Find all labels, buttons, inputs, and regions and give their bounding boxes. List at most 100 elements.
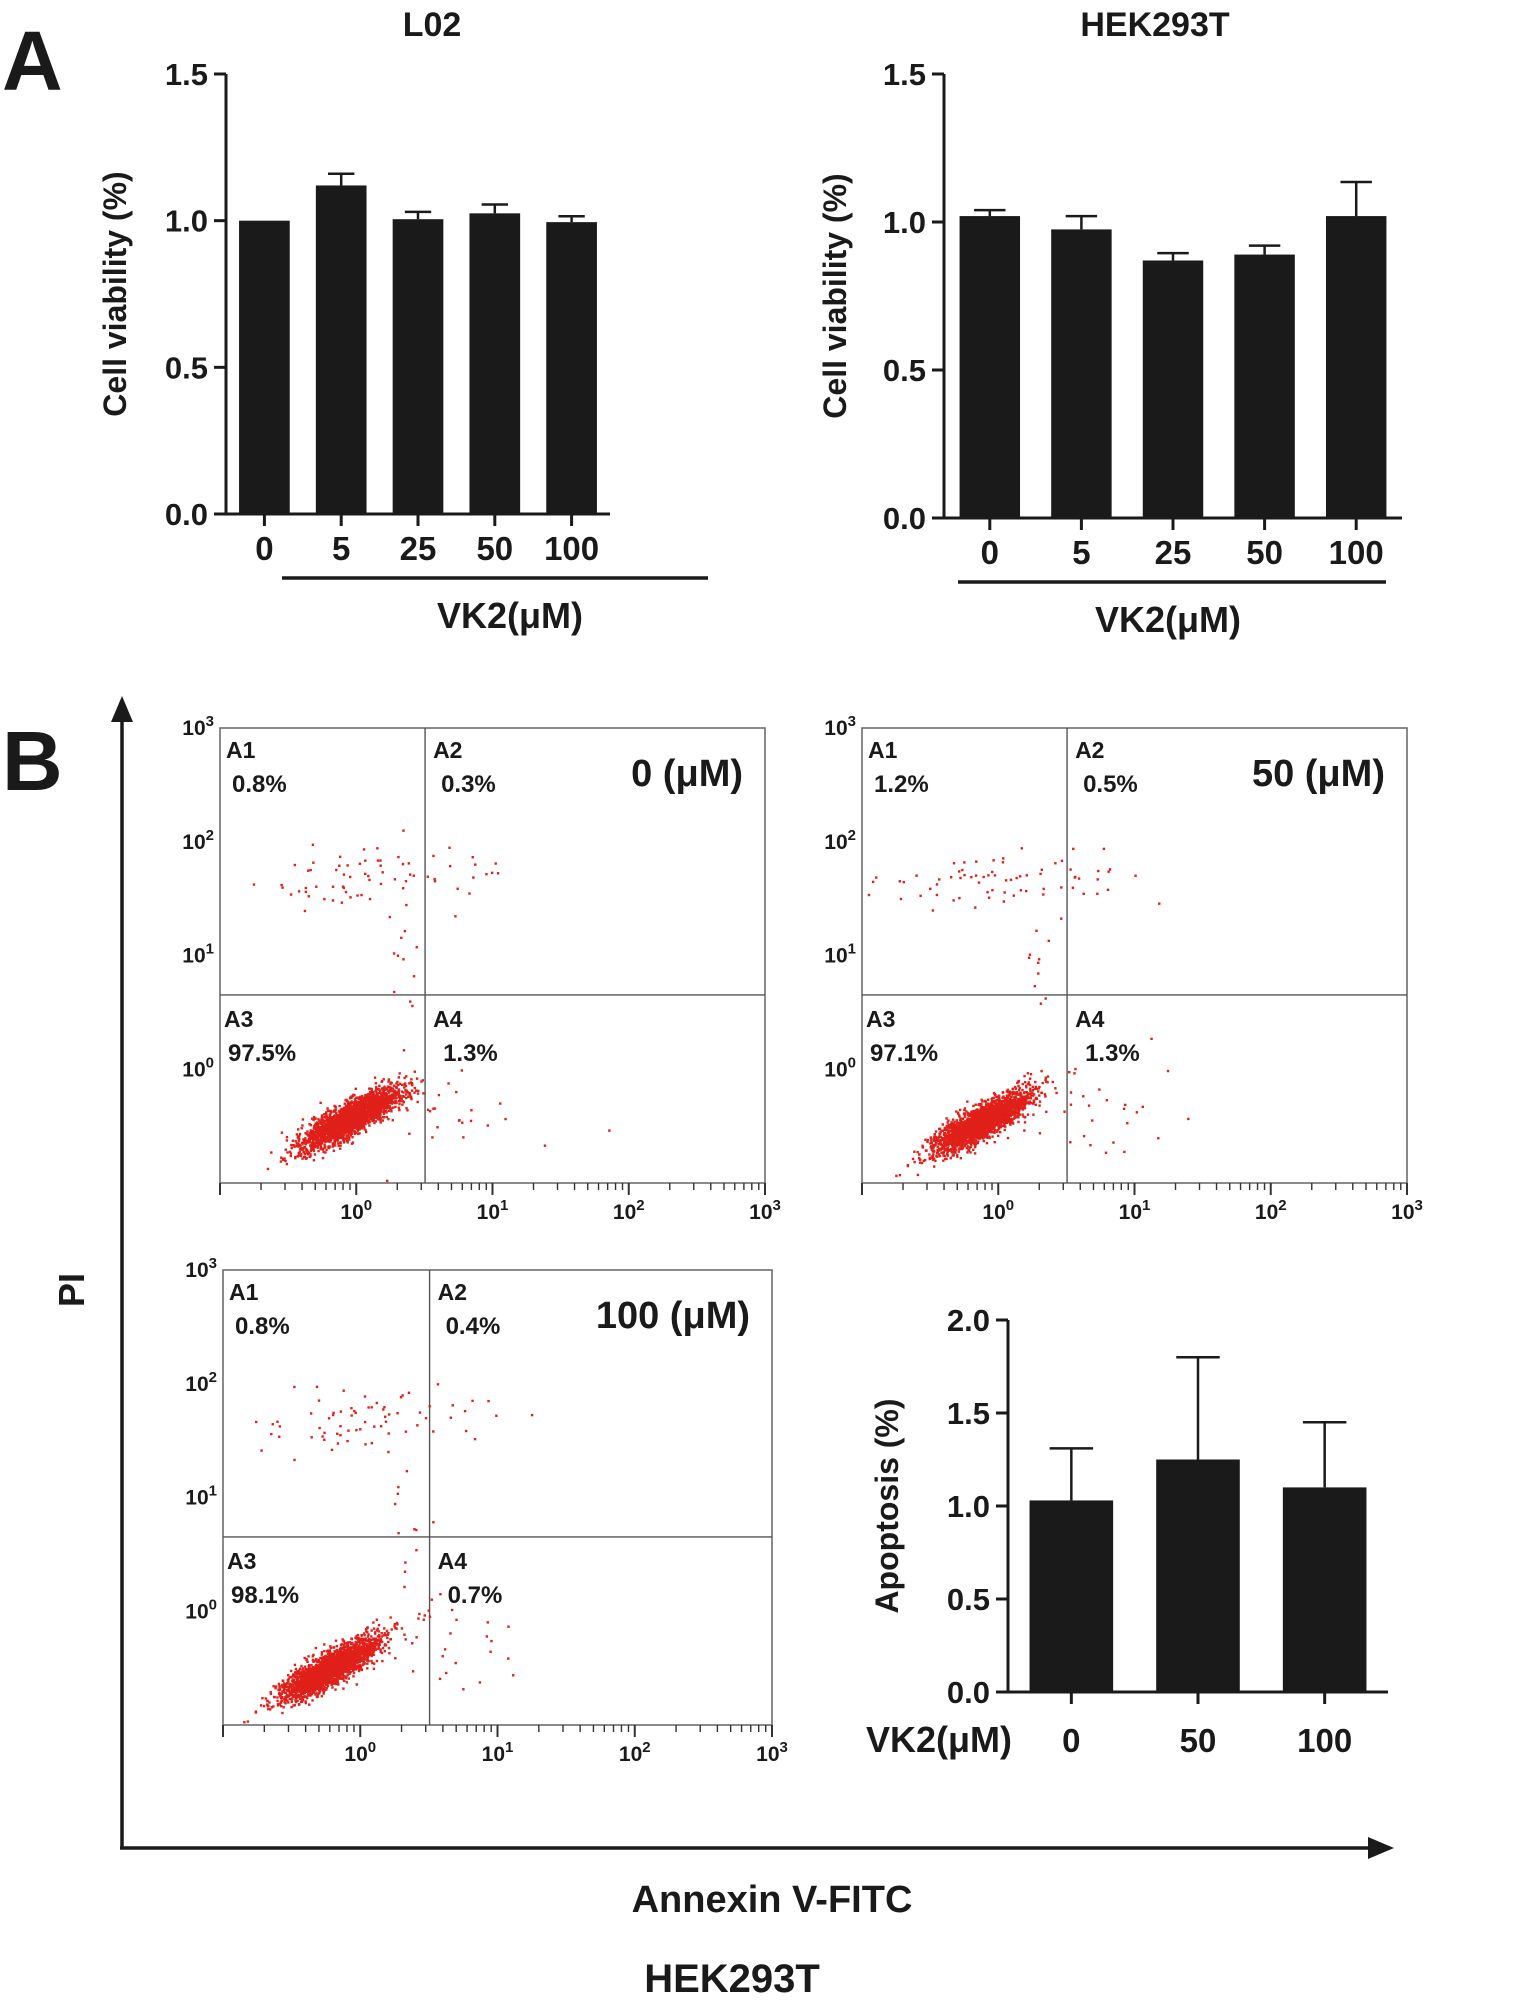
event-dot [387, 1091, 391, 1094]
event-dot [350, 1114, 354, 1117]
event-dot [400, 1090, 404, 1093]
event-dot [302, 1146, 305, 1149]
event-dot [396, 954, 400, 957]
event-dot [340, 1110, 343, 1113]
event-dot [369, 1097, 373, 1100]
event-dot [346, 864, 349, 867]
event-dot [1013, 1114, 1016, 1118]
event-dot [325, 1148, 328, 1151]
event-dot [951, 1143, 954, 1147]
event-dot [959, 1118, 962, 1122]
event-dot [339, 1113, 343, 1116]
event-dot [1018, 1100, 1021, 1104]
event-dot [939, 1140, 942, 1144]
event-dot [378, 1116, 382, 1119]
event-dot [379, 1121, 382, 1124]
event-dot [392, 990, 396, 994]
event-dot [436, 1126, 439, 1129]
event-dot [461, 1121, 464, 1124]
quadrant-percent: 0.8% [232, 771, 287, 798]
event-dot [300, 1141, 304, 1145]
event-dot [433, 880, 437, 883]
event-dot [324, 1122, 327, 1126]
event-dot [970, 1139, 974, 1142]
event-dot [1005, 1109, 1009, 1112]
event-dot [388, 1087, 392, 1091]
event-dot [456, 887, 459, 890]
y-tick-label: 1.5 [165, 57, 208, 92]
event-dot [994, 1093, 997, 1097]
event-dot [960, 1141, 964, 1144]
event-dot [949, 1129, 952, 1133]
event-dot [962, 1139, 965, 1142]
event-dot [350, 1132, 354, 1135]
event-dot [338, 1113, 341, 1116]
event-dot [980, 1118, 984, 1121]
event-dot [371, 1119, 374, 1123]
event-dot [313, 1153, 317, 1156]
event-dot [334, 1125, 337, 1128]
event-dot [347, 1113, 350, 1117]
event-dot [372, 1104, 375, 1108]
y-tick-label: 102 [182, 827, 214, 854]
event-dot [302, 1140, 305, 1144]
event-dot [1001, 1120, 1004, 1123]
event-dot [1014, 1095, 1017, 1098]
event-dot [386, 1100, 390, 1103]
event-dot [1023, 1121, 1027, 1124]
event-dot [387, 1078, 391, 1081]
event-dot [405, 1089, 409, 1093]
event-dot [955, 1145, 958, 1148]
event-dot [413, 1070, 416, 1073]
event-dot [397, 1076, 401, 1079]
event-dot [404, 1096, 408, 1100]
event-dot [976, 1141, 979, 1145]
event-dot [364, 1102, 368, 1106]
event-dot [367, 1101, 370, 1104]
event-dot [310, 1142, 314, 1146]
event-dot [956, 1144, 959, 1147]
event-dot [377, 1105, 381, 1109]
event-dot [369, 1117, 372, 1121]
event-dot [415, 1077, 419, 1080]
event-dot [472, 876, 475, 879]
event-dot [305, 1149, 308, 1152]
event-dot [311, 1129, 315, 1133]
event-dot [358, 1095, 362, 1099]
event-dot [343, 1139, 346, 1142]
y-tick-label: 102 [824, 827, 856, 854]
event-dot [930, 1148, 934, 1151]
x-tick-label: 0 [981, 534, 999, 571]
event-dot [1021, 1113, 1024, 1116]
event-dots [252, 829, 611, 1183]
event-dot [1010, 1109, 1013, 1112]
event-dot [304, 1142, 308, 1146]
event-dot [317, 1139, 320, 1142]
event-dot [322, 1131, 326, 1134]
event-dot [376, 1107, 380, 1110]
event-dot [314, 1130, 318, 1133]
event-dot [375, 1113, 379, 1116]
event-dot [373, 1121, 376, 1125]
event-dot [360, 1099, 364, 1102]
event-dot [402, 1049, 406, 1052]
event-dot [364, 1128, 367, 1132]
event-dot [413, 1086, 417, 1090]
event-dot [1024, 1095, 1027, 1098]
event-dot [379, 864, 382, 867]
event-dot [385, 1106, 388, 1110]
event-dot [375, 1091, 378, 1094]
event-dot [375, 1093, 379, 1096]
event-dot [334, 1137, 337, 1140]
event-dot [309, 1123, 313, 1127]
event-dot [327, 1146, 331, 1150]
event-dot [381, 1115, 385, 1119]
event-dot [345, 1136, 348, 1139]
event-dot [401, 1094, 405, 1098]
event-dot [968, 1146, 971, 1150]
event-dot [383, 1104, 386, 1108]
event-dot [997, 1096, 1001, 1100]
bar [392, 219, 444, 514]
event-dot [965, 1140, 969, 1143]
event-dot [963, 1107, 967, 1110]
